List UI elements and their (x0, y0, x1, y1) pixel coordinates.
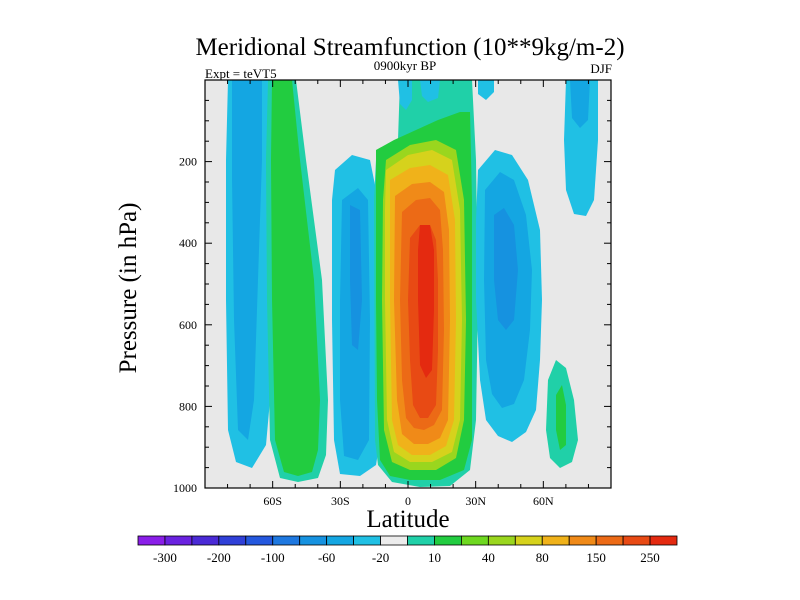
colorbar-label: -200 (207, 550, 231, 565)
colorbar-swatch (460, 535, 489, 546)
colorbar-label: -300 (153, 550, 177, 565)
contour-northern-ferrel-core (494, 208, 518, 330)
contour-equatorial-upper-blue (398, 80, 412, 110)
colorbar-swatch (541, 535, 570, 546)
colorbar-label: 10 (428, 550, 441, 565)
x-tick-label: 30S (331, 494, 350, 508)
contour-hadley-core (418, 225, 434, 378)
contour-southern-polar-inner (232, 80, 262, 440)
contour-southern-positive-inner (271, 80, 320, 476)
plot-area (204, 79, 612, 489)
colorbar-label: -20 (372, 550, 389, 565)
y-tick-label: 800 (179, 399, 197, 413)
colorbar-swatch (568, 535, 597, 546)
colorbar-swatch (434, 535, 462, 546)
colorbar-swatch (164, 535, 193, 546)
y-tick-label: 400 (179, 236, 197, 250)
contour-northern-polar-inner (570, 80, 590, 128)
x-axis-title: Latitude (366, 506, 449, 533)
axis-ticks (205, 80, 611, 488)
chart-title: Meridional Streamfunction (10**9kg/m-2) (195, 34, 624, 61)
contour-nh-upper-blue (478, 80, 494, 100)
axis-tick-labels: 60S 30S 0 30N 60N 200 400 600 800 1000 (173, 155, 554, 508)
contour-equatorial-upper-blue-2 (420, 80, 440, 102)
colorbar-swatch (299, 535, 328, 546)
y-tick-label: 1000 (173, 481, 197, 495)
contour-northern-positive-inner (556, 385, 566, 450)
x-tick-label: 60S (263, 494, 282, 508)
time-label: 0900kyr BP (374, 58, 436, 73)
x-tick-label: 30N (465, 494, 486, 508)
colorbar-swatch (137, 535, 166, 546)
y-tick-label: 600 (179, 318, 197, 332)
colorbar-label: -60 (318, 550, 335, 565)
colorbar-swatch (272, 535, 301, 546)
colorbar-swatch (218, 535, 247, 546)
colorbar: -300 -200 -100 -60 -20 10 40 80 150 250 (137, 535, 678, 565)
x-tick-label: 0 (405, 494, 411, 508)
colorbar-swatch (326, 535, 354, 546)
colorbar-label: 150 (586, 550, 606, 565)
colorbar-swatch (353, 535, 381, 546)
colorbar-swatch (514, 535, 543, 546)
colorbar-swatch (622, 535, 651, 546)
experiment-label: Expt = teVT5 (205, 66, 277, 81)
colorbar-swatch (487, 535, 516, 546)
colorbar-swatch (407, 535, 435, 546)
colorbar-label: 80 (536, 550, 549, 565)
y-axis-title: Pressure (in hPa) (115, 203, 142, 374)
colorbar-swatch (595, 535, 624, 546)
colorbar-swatch (191, 535, 220, 546)
x-tick-label: 60N (533, 494, 554, 508)
colorbar-label: -100 (261, 550, 285, 565)
y-tick-label: 200 (179, 155, 197, 169)
colorbar-label: 40 (482, 550, 495, 565)
season-label: DJF (590, 61, 612, 76)
colorbar-swatch (245, 535, 274, 546)
colorbar-swatch (380, 535, 408, 546)
colorbar-swatch (649, 535, 678, 546)
colorbar-label: 250 (640, 550, 660, 565)
contour-southern-ferrel-core (350, 205, 362, 350)
